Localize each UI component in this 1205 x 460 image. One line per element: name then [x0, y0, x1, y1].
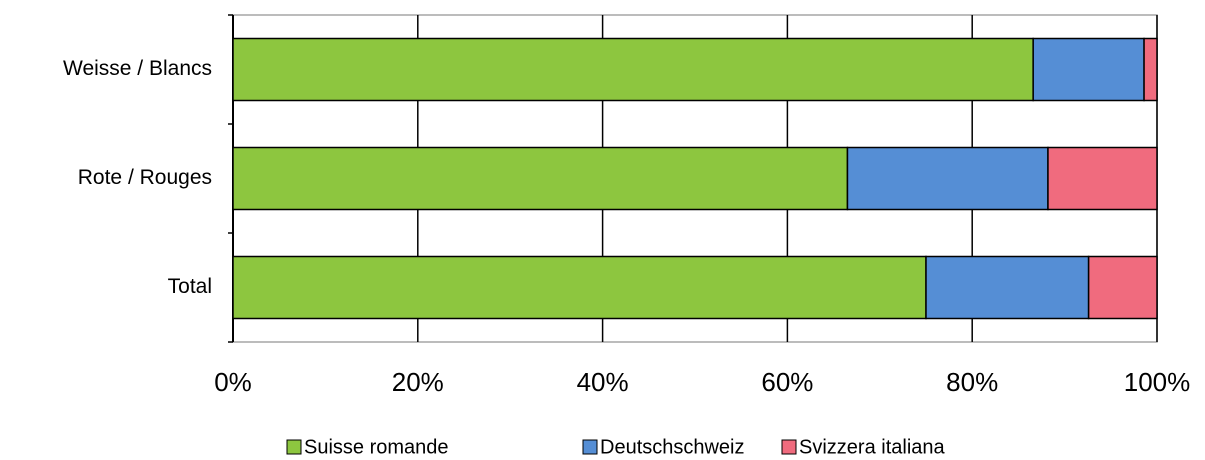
bar-segment [232, 255, 927, 320]
bar-segment [232, 146, 849, 211]
bar-segment [232, 37, 1034, 102]
bar-segment [1047, 146, 1158, 211]
y-tick-label: Total [168, 275, 212, 298]
x-tick-label: 60% [761, 367, 813, 397]
legend-label: Svizzera italiana [799, 436, 946, 458]
legend-label: Deutschschweiz [600, 436, 745, 458]
x-tick-label: 0% [214, 367, 252, 397]
x-tick-label: 40% [577, 367, 629, 397]
legend-marker [781, 439, 797, 455]
bar-segment [1032, 37, 1145, 102]
y-tick-label: Weisse / Blancs [63, 57, 212, 80]
x-tick-label: 80% [946, 367, 998, 397]
y-tick-label: Rote / Rouges [78, 166, 212, 189]
legend-label: Suisse romande [304, 436, 449, 458]
bar-segment [1143, 37, 1158, 102]
bar-segment [1087, 255, 1158, 320]
legend-marker [286, 439, 302, 455]
x-tick-label: 100% [1124, 367, 1191, 397]
x-tick-label: 20% [392, 367, 444, 397]
legend-marker [582, 439, 598, 455]
bar-segment [846, 146, 1049, 211]
bar-segment [925, 255, 1090, 320]
